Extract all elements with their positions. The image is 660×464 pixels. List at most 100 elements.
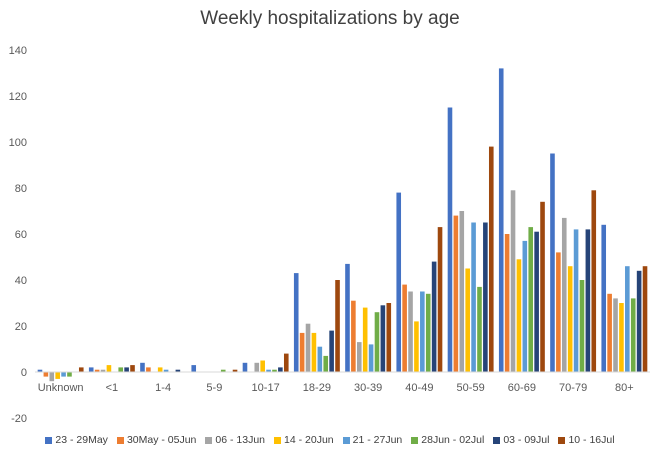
bar	[591, 190, 597, 372]
bar	[425, 293, 431, 372]
y-tick-label: 120	[9, 91, 27, 103]
bar	[43, 372, 49, 377]
legend-item: 10 - 16Jul	[558, 434, 615, 446]
bar	[49, 372, 55, 382]
bar	[585, 229, 591, 372]
bar	[510, 190, 516, 372]
y-tick-label: 20	[15, 321, 27, 333]
bar	[613, 298, 618, 372]
bar	[140, 362, 145, 372]
bar	[278, 367, 283, 372]
legend-label: 23 - 29May	[55, 434, 108, 446]
y-tick-label: 60	[15, 229, 27, 241]
bar	[254, 362, 260, 372]
legend-item: 21 - 27Jun	[342, 434, 403, 446]
legend-swatch	[205, 436, 213, 444]
bar	[362, 307, 368, 372]
bar	[283, 353, 289, 372]
bar	[498, 68, 504, 373]
legend-item: 14 - 20Jun	[274, 434, 334, 446]
legend-label: 21 - 27Jun	[352, 434, 403, 446]
bar	[437, 227, 443, 372]
bar	[163, 369, 169, 372]
chart-title: Weekly hospitalizations by age	[200, 8, 460, 29]
bar	[540, 201, 545, 372]
legend-item: 06 - 13Jun	[205, 434, 265, 446]
bar	[100, 369, 106, 372]
legend-swatch	[411, 436, 419, 444]
bar	[106, 365, 112, 372]
bar	[37, 369, 43, 372]
bar	[420, 291, 425, 372]
bar	[447, 107, 453, 372]
bar	[124, 367, 129, 372]
bar	[175, 369, 181, 372]
x-tick-label: 70-79	[559, 382, 587, 394]
x-tick-label: 1-4	[155, 382, 171, 394]
bar	[567, 266, 573, 372]
bar	[561, 217, 567, 372]
bar	[465, 268, 470, 372]
bar	[311, 332, 317, 372]
legend-swatch	[493, 436, 501, 444]
bar	[191, 365, 197, 372]
x-tick-label: 10-17	[252, 382, 280, 394]
bar	[396, 192, 402, 372]
legend-item: 23 - 29May	[45, 434, 108, 446]
bar	[260, 360, 265, 372]
bar	[146, 367, 151, 372]
bar	[323, 355, 329, 372]
bar	[305, 323, 311, 372]
bar	[483, 222, 488, 372]
bar	[345, 263, 350, 372]
bar	[94, 369, 100, 372]
bar	[118, 367, 124, 372]
legend-label: 14 - 20Jun	[284, 434, 334, 446]
bar	[88, 367, 94, 372]
bar	[636, 270, 642, 372]
legend-label: 30May - 05Jun	[126, 434, 197, 446]
legend-item: 28Jun - 02Jul	[411, 434, 484, 446]
y-tick-label: 0	[21, 367, 27, 379]
bar	[157, 367, 163, 372]
legend-label: 03 - 09Jul	[503, 434, 550, 446]
bar	[272, 369, 277, 372]
bar	[550, 153, 555, 372]
legend-label: 06 - 13Jun	[215, 434, 266, 446]
bar	[293, 273, 299, 372]
x-tick-label: <1	[106, 382, 119, 394]
bar	[431, 261, 437, 372]
y-tick-label: 80	[15, 183, 27, 195]
bar	[414, 321, 419, 372]
bar	[556, 252, 561, 372]
bar	[488, 146, 494, 372]
x-tick-label: 5-9	[206, 382, 222, 394]
x-tick-label: 60-69	[508, 382, 536, 394]
bar	[459, 211, 465, 372]
bar	[642, 266, 648, 372]
bar	[579, 280, 585, 372]
x-tick-label: 40-49	[405, 382, 433, 394]
bar	[299, 332, 305, 372]
bar	[266, 369, 271, 372]
bar	[335, 280, 340, 372]
bar	[522, 240, 528, 372]
y-tick-label: 140	[9, 45, 27, 57]
bar	[55, 372, 60, 379]
legend-swatch	[274, 436, 282, 444]
legend-swatch	[116, 436, 124, 444]
legend-label: 28Jun - 02Jul	[421, 434, 485, 446]
bar	[232, 369, 238, 372]
bar	[477, 286, 482, 372]
bar	[317, 346, 323, 372]
bar	[220, 369, 226, 372]
x-tick-label: 80+	[615, 382, 634, 394]
bar	[329, 330, 334, 372]
legend-swatch	[558, 436, 566, 444]
bar	[130, 365, 135, 372]
legend-item: 03 - 09Jul	[493, 434, 549, 446]
bar	[516, 259, 522, 372]
bar	[408, 291, 413, 372]
